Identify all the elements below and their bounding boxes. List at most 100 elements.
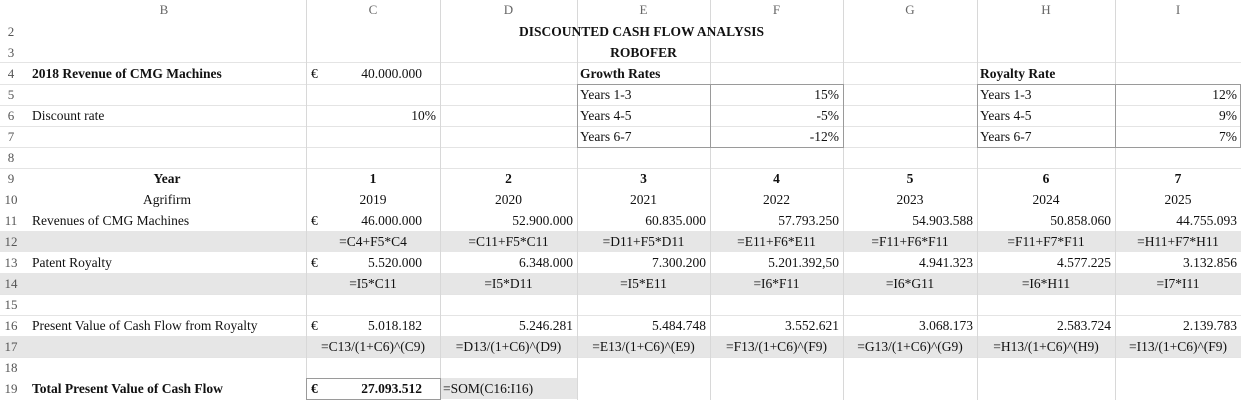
revenue-value-cell[interactable]: 50.858.060 — [1050, 213, 1111, 228]
growth-value[interactable]: -5% — [816, 108, 840, 123]
row-number[interactable]: 10 — [4, 192, 18, 207]
total-value[interactable]: 27.093.512 — [361, 381, 422, 396]
revenue-value-cell[interactable]: 46.000.000 — [361, 213, 422, 228]
column-header-g[interactable]: G — [905, 2, 915, 17]
growth-label[interactable]: Years 4-5 — [580, 108, 632, 123]
royalty-formula-cell[interactable]: =I6*F11 — [753, 276, 800, 291]
column-header-h[interactable]: H — [1041, 2, 1051, 17]
row-number[interactable]: 5 — [7, 87, 15, 102]
row-number[interactable]: 9 — [7, 171, 15, 186]
column-header-c[interactable]: C — [368, 2, 378, 17]
present-value-cell[interactable]: 3.068.173 — [919, 318, 973, 333]
calendar-year[interactable]: 2022 — [763, 192, 790, 207]
royalty-formula-cell[interactable]: =I6*H11 — [1021, 276, 1071, 291]
calendar-year[interactable]: 2024 — [1032, 192, 1060, 207]
royalty-formula-cell[interactable]: =I5*E11 — [620, 276, 667, 291]
row-number[interactable]: 11 — [4, 213, 18, 228]
present-value-cell[interactable]: 3.552.621 — [785, 318, 839, 333]
revenue-value[interactable]: 40.000.000 — [361, 66, 422, 81]
row-number[interactable]: 12 — [4, 234, 18, 249]
present-value-cell[interactable]: 5.484.748 — [652, 318, 706, 333]
column-header-b[interactable]: B — [159, 2, 169, 17]
row-number[interactable]: 16 — [4, 318, 18, 333]
row-number[interactable]: 7 — [7, 129, 15, 144]
revenue-value-cell[interactable]: 52.900.000 — [512, 213, 573, 228]
present-value-formula-cell[interactable]: =I13/(1+C6)^(F9) — [1128, 339, 1228, 354]
calendar-year[interactable]: 2023 — [896, 192, 924, 207]
company-label[interactable]: Agrifirm — [143, 192, 191, 207]
calendar-year[interactable]: 2020 — [495, 192, 522, 207]
royalty-label[interactable]: Years 4-5 — [980, 108, 1032, 123]
royalty-value-cell[interactable]: 6.348.000 — [519, 255, 573, 270]
present-value-formula-cell[interactable]: =G13/(1+C6)^(G9) — [857, 339, 963, 354]
royalty-value-cell[interactable]: 4.577.225 — [1057, 255, 1111, 270]
revenue-label[interactable]: 2018 Revenue of CMG Machines — [32, 66, 222, 81]
discount-value[interactable]: 10% — [411, 108, 436, 123]
revenue-formula-cell[interactable]: =D11+F5*D11 — [602, 234, 685, 249]
royalty-formula-cell[interactable]: =I5*D11 — [484, 276, 533, 291]
royalty-value[interactable]: 9% — [1219, 108, 1237, 123]
present-value-label[interactable]: Present Value of Cash Flow from Royalty — [32, 318, 258, 333]
present-value-cell[interactable]: 5.246.281 — [519, 318, 573, 333]
sheet-title[interactable]: DISCOUNTED CASH FLOW ANALYSIS — [519, 24, 764, 39]
revenue-formula-cell[interactable]: =C11+F5*C11 — [468, 234, 549, 249]
revenue-value-cell[interactable]: 44.755.093 — [1176, 213, 1237, 228]
year-number[interactable]: 3 — [640, 171, 647, 186]
revenue-value-cell[interactable]: 54.903.588 — [912, 213, 973, 228]
patent-royalty-label[interactable]: Patent Royalty — [32, 255, 112, 270]
row-number[interactable]: 19 — [4, 381, 18, 396]
column-header-i[interactable]: I — [1175, 2, 1181, 17]
royalty-value-cell[interactable]: 4.941.323 — [919, 255, 973, 270]
calendar-year[interactable]: 2019 — [359, 192, 387, 207]
royalty-value-cell[interactable]: 5.520.000 — [368, 255, 422, 270]
revenue-value-cell[interactable]: 57.793.250 — [778, 213, 839, 228]
growth-value[interactable]: 15% — [814, 87, 839, 102]
row-number[interactable]: 8 — [7, 150, 15, 165]
sheet-subtitle[interactable]: ROBOFER — [610, 45, 677, 60]
growth-label[interactable]: Years 1-3 — [580, 87, 632, 102]
revenue-formula-cell[interactable]: =C4+F5*C4 — [339, 234, 407, 249]
revenue-formula-cell[interactable]: =E11+F6*E11 — [737, 234, 816, 249]
row-number[interactable]: 3 — [7, 45, 15, 60]
revenue-value-cell[interactable]: 60.835.000 — [645, 213, 706, 228]
revenue-formula-cell[interactable]: =F11+F6*F11 — [871, 234, 949, 249]
calendar-year[interactable]: 2021 — [630, 192, 657, 207]
royalty-formula-cell[interactable]: =I5*C11 — [349, 276, 397, 291]
present-value-formula-cell[interactable]: =C13/(1+C6)^(C9) — [320, 339, 426, 354]
present-value-formula-cell[interactable]: =H13/(1+C6)^(H9) — [993, 339, 1099, 354]
present-value-formula-cell[interactable]: =E13/(1+C6)^(E9) — [592, 339, 695, 354]
present-value-formula-cell[interactable]: =F13/(1+C6)^(F9) — [725, 339, 828, 354]
column-header-e[interactable]: E — [639, 2, 648, 17]
present-value-cell[interactable]: 2.139.783 — [1183, 318, 1237, 333]
royalty-rate-title[interactable]: Royalty Rate — [980, 66, 1056, 81]
year-number[interactable]: 2 — [505, 171, 512, 186]
growth-value[interactable]: -12% — [809, 129, 839, 144]
royalty-formula-cell[interactable]: =I7*I11 — [1156, 276, 1200, 291]
year-number[interactable]: 7 — [1174, 171, 1182, 186]
row-number[interactable]: 14 — [4, 276, 18, 291]
present-value-cell[interactable]: 5.018.182 — [368, 318, 422, 333]
revenue-formula-cell[interactable]: =H11+F7*H11 — [1137, 234, 1219, 249]
row-number[interactable]: 13 — [4, 255, 18, 270]
column-header-d[interactable]: D — [503, 2, 514, 17]
royalty-value-cell[interactable]: 5.201.392,50 — [768, 255, 839, 270]
year-label[interactable]: Year — [153, 171, 181, 186]
revenues-label[interactable]: Revenues of CMG Machines — [32, 213, 190, 228]
royalty-value-cell[interactable]: 3.132.856 — [1183, 255, 1237, 270]
royalty-value[interactable]: 7% — [1219, 129, 1237, 144]
row-number[interactable]: 6 — [7, 108, 15, 123]
growth-label[interactable]: Years 6-7 — [580, 129, 632, 144]
year-number[interactable]: 5 — [906, 171, 914, 186]
royalty-formula-cell[interactable]: =I6*G11 — [885, 276, 935, 291]
row-number[interactable]: 18 — [4, 360, 18, 375]
growth-rates-title[interactable]: Growth Rates — [580, 66, 661, 81]
row-number[interactable]: 17 — [4, 339, 18, 354]
row-number[interactable]: 2 — [7, 24, 15, 39]
column-header-f[interactable]: F — [772, 2, 781, 17]
discount-label[interactable]: Discount rate — [32, 108, 105, 123]
royalty-label[interactable]: Years 6-7 — [980, 129, 1032, 144]
year-number[interactable]: 1 — [369, 171, 377, 186]
royalty-label[interactable]: Years 1-3 — [980, 87, 1032, 102]
royalty-value[interactable]: 12% — [1212, 87, 1237, 102]
total-present-value-label[interactable]: Total Present Value of Cash Flow — [32, 381, 223, 396]
